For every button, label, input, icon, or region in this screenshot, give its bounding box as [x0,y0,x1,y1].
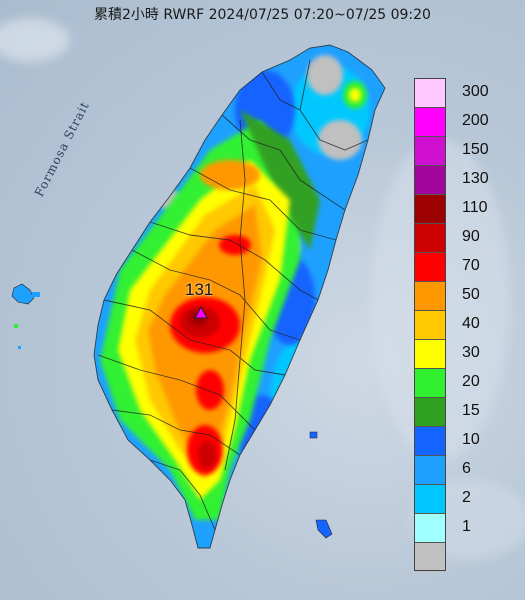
legend-row: 20 [414,368,508,398]
legend-label: 15 [462,402,480,419]
legend-label: 130 [462,170,489,187]
legend-swatch [414,484,446,514]
legend-swatch [414,107,446,137]
legend-label: 6 [462,460,471,477]
rainfall-field [94,45,385,548]
legend-row: 30 [414,339,508,369]
legend-label: 1 [462,518,471,535]
legend-swatch [414,368,446,398]
legend-row: 1 [414,513,508,543]
legend-row: 70 [414,252,508,282]
legend-label: 2 [462,489,471,506]
legend-row: 50 [414,281,508,311]
max-rainfall-value: 131 [185,280,214,299]
outlying-islands [11,283,333,539]
legend-row: 90 [414,223,508,253]
legend-swatch [414,252,446,282]
legend-row: 40 [414,310,508,340]
legend-row: 110 [414,194,508,224]
legend-swatch [414,310,446,340]
legend-row: 2 [414,484,508,514]
legend-label: 50 [462,286,480,303]
legend-label: 300 [462,83,489,100]
legend-label: 40 [462,315,480,332]
map-title: 累積2小時 RWRF 2024/07/25 07:20~07/25 09:20 [94,7,431,23]
legend-row: 150 [414,136,508,166]
legend-label: 20 [462,373,480,390]
rainfall-legend: 300 200 150 130 110 90 70 50 40 30 20 15 10 6 2 1 [414,78,508,572]
legend-label: 200 [462,112,489,129]
legend-row: 15 [414,397,508,427]
legend-row: 10 [414,426,508,456]
legend-label: 70 [462,257,480,274]
legend-swatch [414,513,446,543]
legend-label: 30 [462,344,480,361]
legend-swatch [414,194,446,224]
legend-swatch [414,223,446,253]
legend-row: 130 [414,165,508,195]
legend-swatch [414,397,446,427]
legend-label: 110 [462,199,488,216]
legend-label: 10 [462,431,480,448]
legend-swatch [414,339,446,369]
legend-row: 300 [414,78,508,108]
legend-swatch [414,426,446,456]
legend-label: 90 [462,228,480,245]
legend-row: 200 [414,107,508,137]
legend-swatch [414,136,446,166]
legend-swatch [414,542,446,572]
legend-row [414,542,508,572]
legend-swatch [414,281,446,311]
max-rainfall-marker [194,305,208,319]
legend-label: 150 [462,141,489,158]
legend-swatch [414,165,446,195]
county-boundaries [93,44,386,549]
legend-swatch [414,455,446,485]
legend-row: 6 [414,455,508,485]
legend-frame [414,78,446,571]
